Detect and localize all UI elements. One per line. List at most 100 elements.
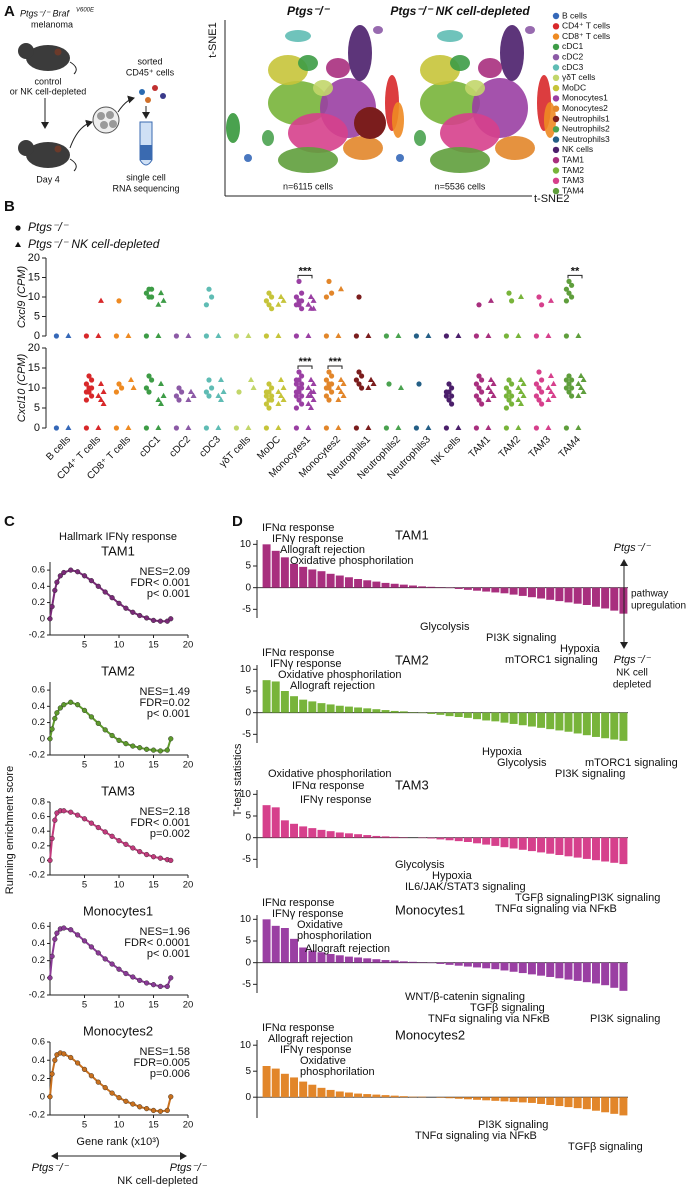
point <box>566 290 572 296</box>
bar <box>390 960 399 963</box>
y-tick-label: 0.6 <box>32 1037 45 1048</box>
bar <box>619 1097 628 1116</box>
point <box>536 397 542 403</box>
point <box>149 377 155 383</box>
point <box>53 425 60 431</box>
plot-title: Monocytes2 <box>83 1023 153 1038</box>
y-tick-label: 0.2 <box>32 1073 45 1084</box>
point <box>443 393 449 399</box>
point <box>488 376 494 382</box>
legend-label: Neutrophils2 <box>562 124 610 134</box>
point <box>245 332 252 338</box>
pathway-label: PI3K signaling <box>590 1013 660 1025</box>
point <box>143 333 149 339</box>
point <box>206 286 212 292</box>
point <box>323 425 329 431</box>
enrichment-point <box>68 567 74 573</box>
point <box>275 301 282 307</box>
enrichment-point <box>164 983 170 990</box>
mouse-tail <box>69 158 77 172</box>
tumor <box>54 145 62 153</box>
point <box>416 381 422 387</box>
bar <box>381 960 390 963</box>
x-tick-label: 20 <box>183 760 194 771</box>
enrichment-point <box>130 743 136 749</box>
point <box>326 385 332 391</box>
point <box>299 298 305 304</box>
point <box>353 333 359 339</box>
enrichment-point <box>52 587 58 593</box>
legend-label: TAM2 <box>562 165 584 175</box>
bar <box>317 829 326 838</box>
x-tick-label: TAM4 <box>557 434 583 460</box>
pathway-label: IFNγ response <box>280 1044 352 1056</box>
point <box>338 376 344 382</box>
cluster-blob <box>392 102 404 138</box>
point <box>539 302 545 308</box>
bar <box>482 587 491 592</box>
point <box>95 424 102 430</box>
point <box>86 373 92 379</box>
bar <box>592 837 600 861</box>
plot-title: TAM2 <box>101 663 135 678</box>
enrichment-curve <box>49 926 172 988</box>
bar <box>491 837 500 846</box>
bar <box>619 837 628 865</box>
cluster-blob <box>285 30 311 42</box>
bar <box>390 836 399 838</box>
point <box>580 388 587 394</box>
bar <box>363 958 372 963</box>
bar <box>582 837 591 859</box>
cell-count: n=5536 cells <box>435 181 486 191</box>
point <box>158 380 164 386</box>
enrichment-point <box>54 930 60 936</box>
bar <box>354 707 363 713</box>
point <box>250 384 257 390</box>
point <box>563 425 570 431</box>
point <box>245 424 252 430</box>
legend-marker <box>552 95 560 102</box>
enrichment-point <box>68 809 74 815</box>
point <box>425 332 432 338</box>
bar <box>491 587 500 593</box>
point <box>323 377 329 383</box>
cluster-blob <box>354 107 386 139</box>
point <box>125 332 132 338</box>
point <box>269 306 275 312</box>
y-tick-label: 0.6 <box>32 685 45 696</box>
stat-label: p< 0.001 <box>147 948 190 960</box>
point <box>173 333 179 339</box>
point <box>566 381 572 387</box>
bar <box>564 587 573 603</box>
side-label: depleted <box>613 680 651 691</box>
point <box>536 294 542 300</box>
y-axis-label: Cxcl9 (CPM) <box>16 266 28 329</box>
point <box>515 424 522 430</box>
pathway-label: Oxidative <box>300 1055 346 1067</box>
x-tick-label: 15 <box>148 760 159 771</box>
point <box>215 424 222 430</box>
point <box>539 401 545 407</box>
cluster-blob <box>440 113 500 153</box>
pathway-label: IFNα response <box>262 1022 334 1034</box>
point <box>329 290 335 296</box>
point <box>218 376 224 382</box>
pathway-label: phosphorilation <box>300 1066 375 1078</box>
point <box>266 381 272 387</box>
point <box>83 333 89 339</box>
bar <box>308 701 317 713</box>
y-tick-label: -0.2 <box>29 990 45 1001</box>
legend-marker <box>552 136 560 143</box>
legend-marker <box>552 157 560 164</box>
point <box>203 425 209 431</box>
cluster-blob <box>298 55 318 71</box>
y-tick-label: 15 <box>28 362 40 374</box>
x-tick-label: TAM3 <box>527 434 553 460</box>
chart-title: Monocytes1 <box>395 902 465 917</box>
y-tick-label: 0.4 <box>32 938 45 949</box>
point <box>473 381 479 387</box>
cluster-blob <box>495 136 535 160</box>
point <box>125 424 132 430</box>
point <box>545 384 552 390</box>
